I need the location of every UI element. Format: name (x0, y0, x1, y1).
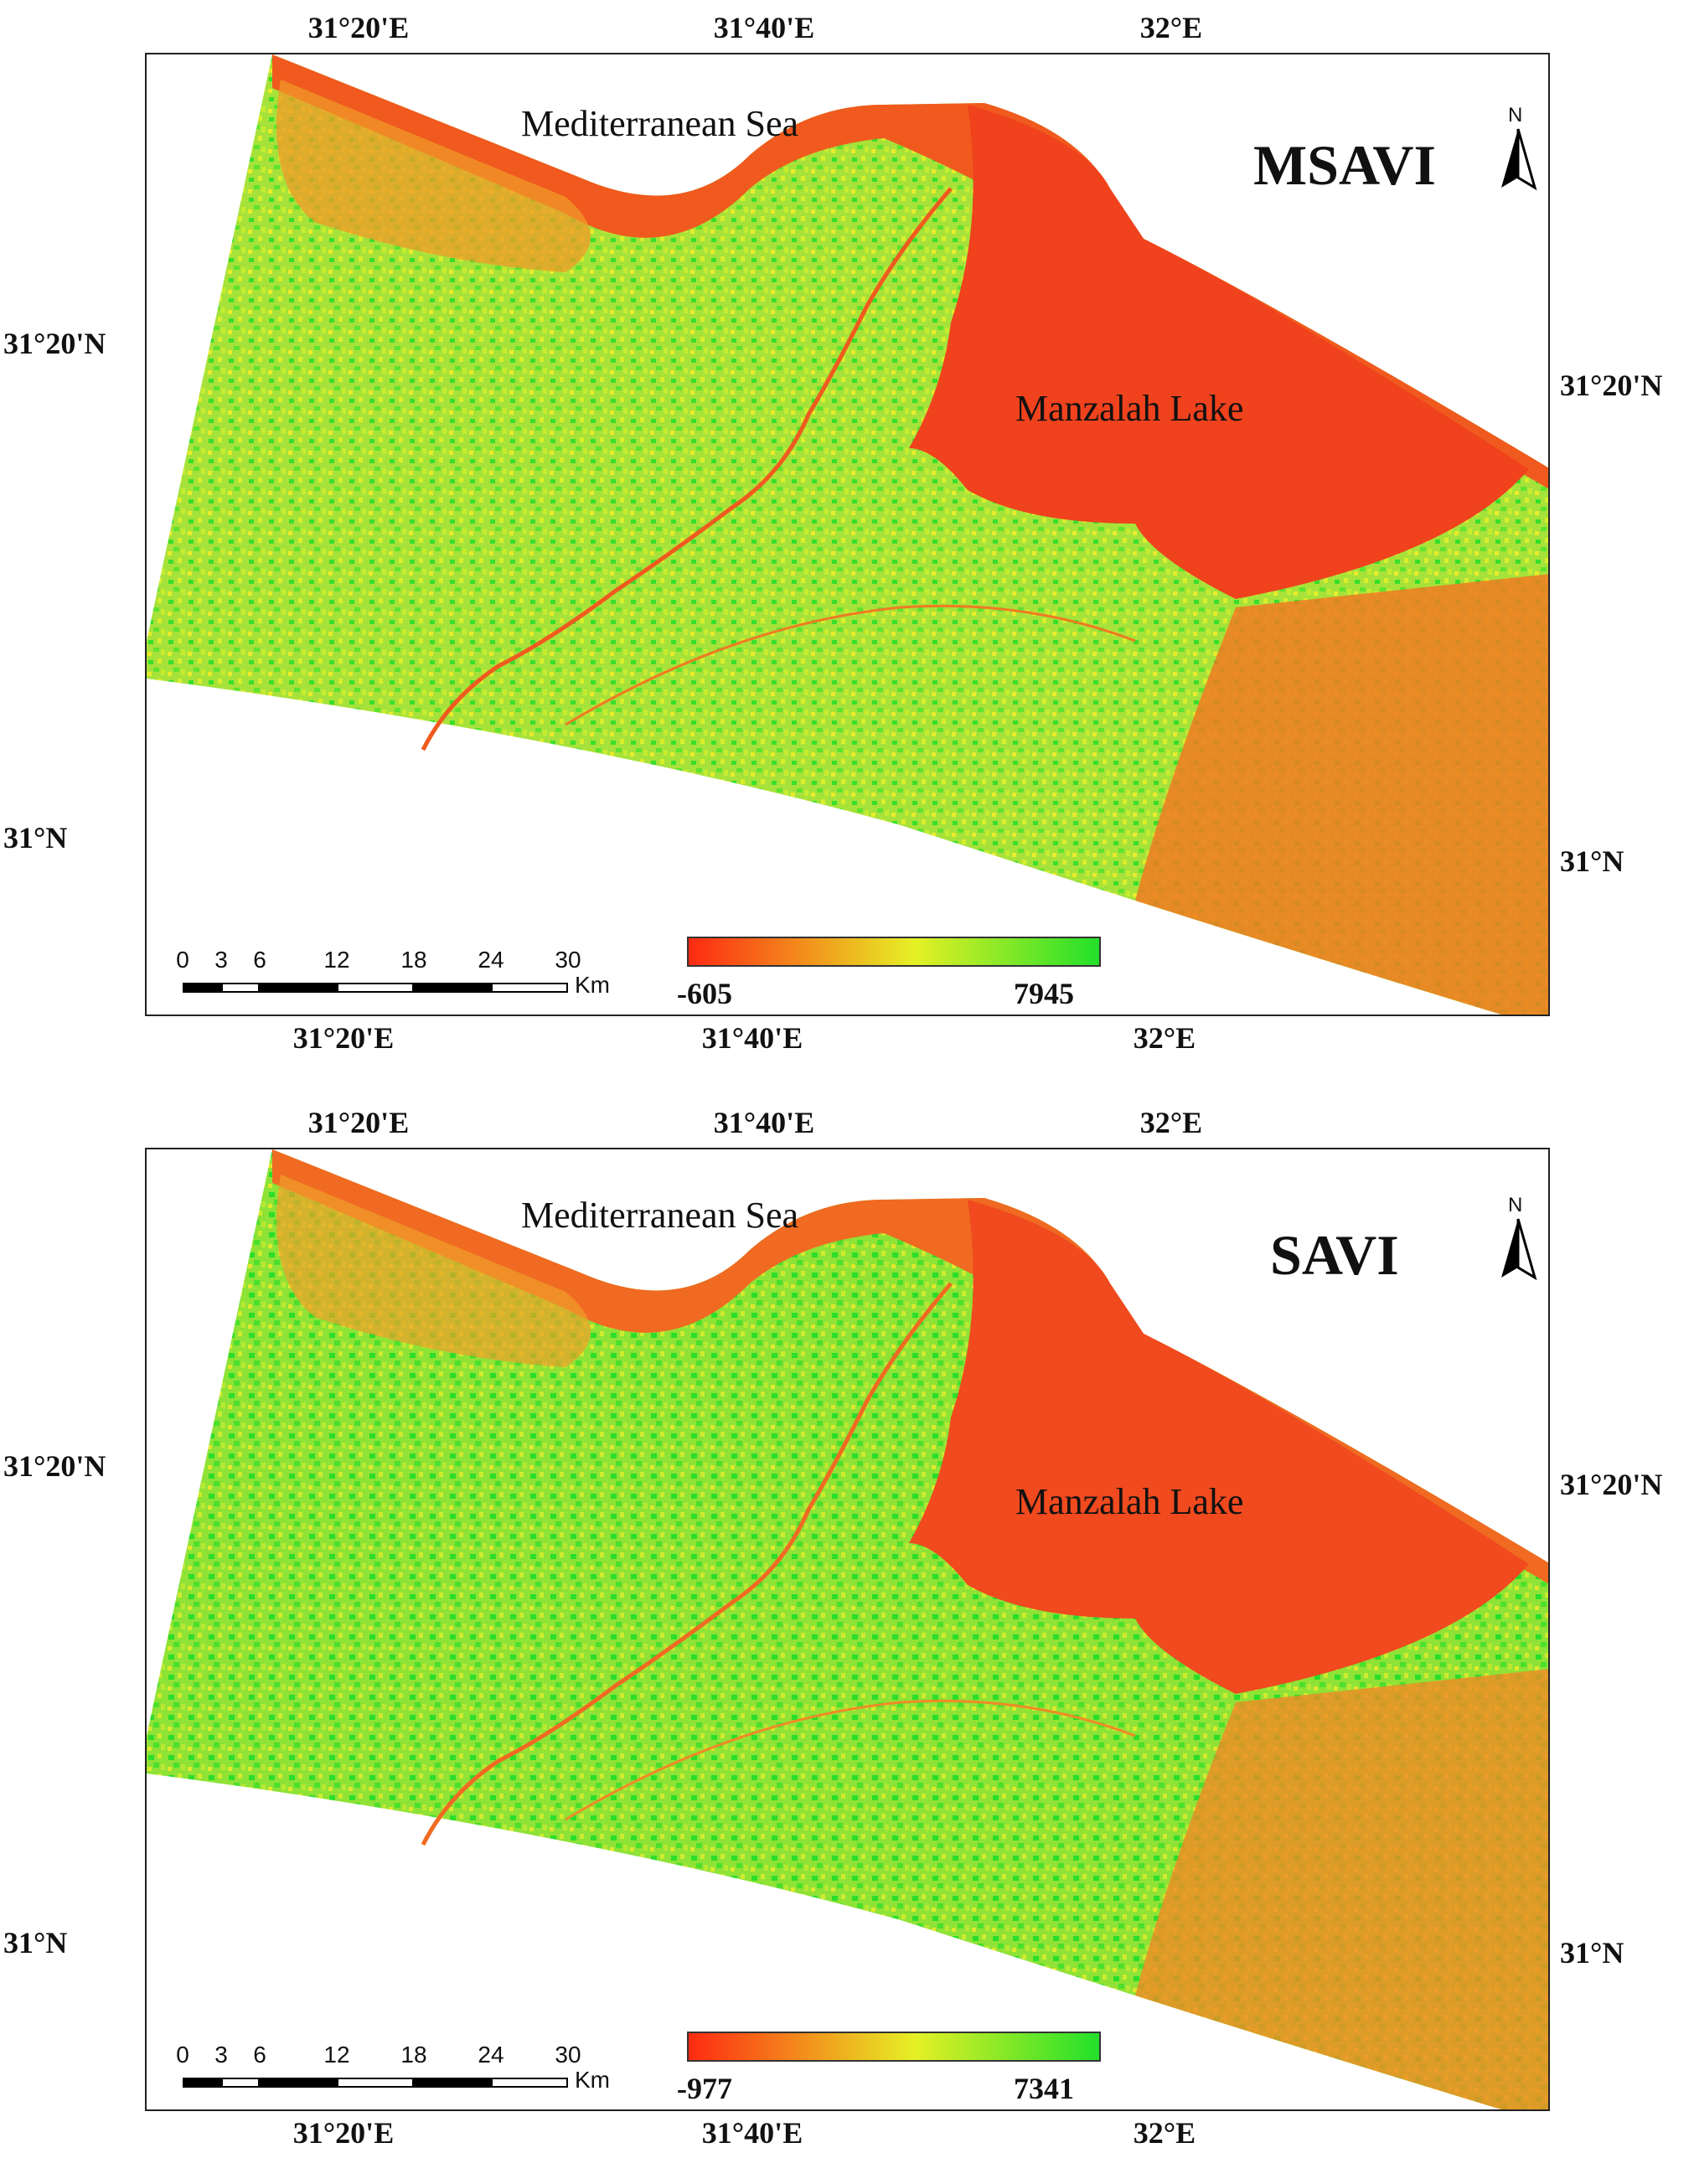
scale-segment (414, 983, 491, 993)
lon-label-top-2: 31°40'E (713, 11, 815, 44)
urban-zone-nw (276, 1175, 591, 1367)
scale-tick: 12 (323, 2042, 350, 2068)
legend-min: -977 (677, 2072, 732, 2105)
scale-segment (491, 2078, 568, 2088)
lon-label-top-3: 32°E (1139, 1106, 1203, 1139)
canal-line (565, 1699, 1136, 1821)
lon-label-top-1: 31°20'E (307, 11, 410, 44)
scale-segment (221, 2078, 260, 2088)
scale-tick: 6 (253, 2042, 266, 2068)
scale-bar: 0 3 6 12 18 24 30 Km (176, 2042, 612, 2117)
scale-tick: 3 (214, 947, 228, 973)
legend-max: 7945 (1014, 977, 1074, 1010)
scale-bar: 0 3 6 12 18 24 30 Km (176, 947, 612, 1022)
lon-label-bottom-2: 31°40'E (701, 1021, 803, 1055)
scale-unit: Km (575, 2067, 610, 2093)
legend-colorbar (687, 937, 1101, 967)
lon-label-top-2: 31°40'E (713, 1106, 815, 1139)
lon-label-top-3: 32°E (1139, 11, 1203, 44)
scale-segment (337, 983, 414, 993)
scale-tick: 30 (555, 2042, 581, 2068)
scale-tick: 24 (478, 2042, 504, 2068)
legend-max: 7341 (1014, 2072, 1074, 2105)
lake-region (909, 1200, 1529, 1694)
river-line (421, 187, 953, 751)
urban-zone-nw (276, 80, 591, 272)
scale-tick: 12 (323, 947, 350, 973)
scale-tick: 18 (400, 2042, 427, 2068)
lon-label-bottom-3: 32°E (1133, 1021, 1196, 1055)
lat-label-left-2: 31°N (3, 1926, 68, 1959)
scale-tick: 0 (176, 947, 189, 973)
lon-label-bottom-1: 31°20'E (292, 2116, 395, 2150)
lake-label: Manzalah Lake (1015, 1481, 1244, 1522)
north-arrow: N (1493, 1194, 1543, 1286)
river-line (421, 1282, 953, 1846)
scale-tick: 30 (555, 947, 581, 973)
lon-label-bottom-2: 31°40'E (701, 2116, 803, 2150)
lon-label-bottom-3: 32°E (1133, 2116, 1196, 2150)
coast-strip (272, 1149, 1548, 1584)
lon-label-top-1: 31°20'E (307, 1106, 410, 1139)
lake-region (909, 105, 1529, 599)
sea-label: Mediterranean Sea (521, 1195, 799, 1236)
lat-label-right-1: 31°20'N (1560, 369, 1663, 402)
scale-segment (337, 2078, 414, 2088)
map-title: SAVI (1270, 1223, 1399, 1287)
lat-label-left-2: 31°N (3, 821, 68, 854)
scale-segment (260, 2078, 337, 2088)
map-panel-msavi: 31°20'E 31°40'E 32°E (0, 0, 1694, 1089)
scale-tick: 0 (176, 2042, 189, 2068)
lat-label-right-2: 31°N (1560, 1936, 1624, 1970)
scale-tick: 3 (214, 2042, 228, 2068)
scale-tick: 6 (253, 947, 266, 973)
lat-label-left-1: 31°20'N (3, 327, 106, 360)
north-arrow-icon (1501, 1218, 1537, 1281)
scale-segment (221, 983, 260, 993)
map-frame (145, 1148, 1550, 2111)
lon-label-bottom-1: 31°20'E (292, 1021, 395, 1055)
coast-strip (272, 54, 1548, 489)
scale-segment (491, 983, 568, 993)
north-arrow: N (1493, 104, 1543, 196)
ndvi-raster-map (147, 1149, 1548, 2109)
urban-zone-se (1135, 574, 1548, 1015)
scale-segment (183, 2078, 221, 2088)
scale-segment (414, 2078, 491, 2088)
lat-label-right-1: 31°20'N (1560, 1468, 1663, 1501)
scale-segment (260, 983, 337, 993)
north-label: N (1508, 1194, 1523, 1216)
map-frame (145, 53, 1550, 1016)
legend-min: -605 (677, 977, 732, 1010)
legend-colorbar (687, 2032, 1101, 2062)
north-arrow-icon (1501, 128, 1537, 191)
sea-label: Mediterranean Sea (521, 103, 799, 144)
scale-tick: 24 (478, 947, 504, 973)
scale-unit: Km (575, 972, 610, 998)
lake-label: Manzalah Lake (1015, 388, 1244, 429)
ndvi-raster-map (147, 54, 1548, 1015)
scale-tick: 18 (400, 947, 427, 973)
north-label: N (1508, 104, 1523, 126)
urban-zone-se (1135, 1669, 1548, 2109)
scale-segment (183, 983, 221, 993)
lat-label-right-2: 31°N (1560, 844, 1624, 878)
lat-label-left-1: 31°20'N (3, 1449, 106, 1483)
map-title: MSAVI (1253, 133, 1436, 197)
canal-line (565, 604, 1136, 726)
map-panel-savi: 31°20'E 31°40'E 32°E 31°20'N (0, 1095, 1694, 2184)
